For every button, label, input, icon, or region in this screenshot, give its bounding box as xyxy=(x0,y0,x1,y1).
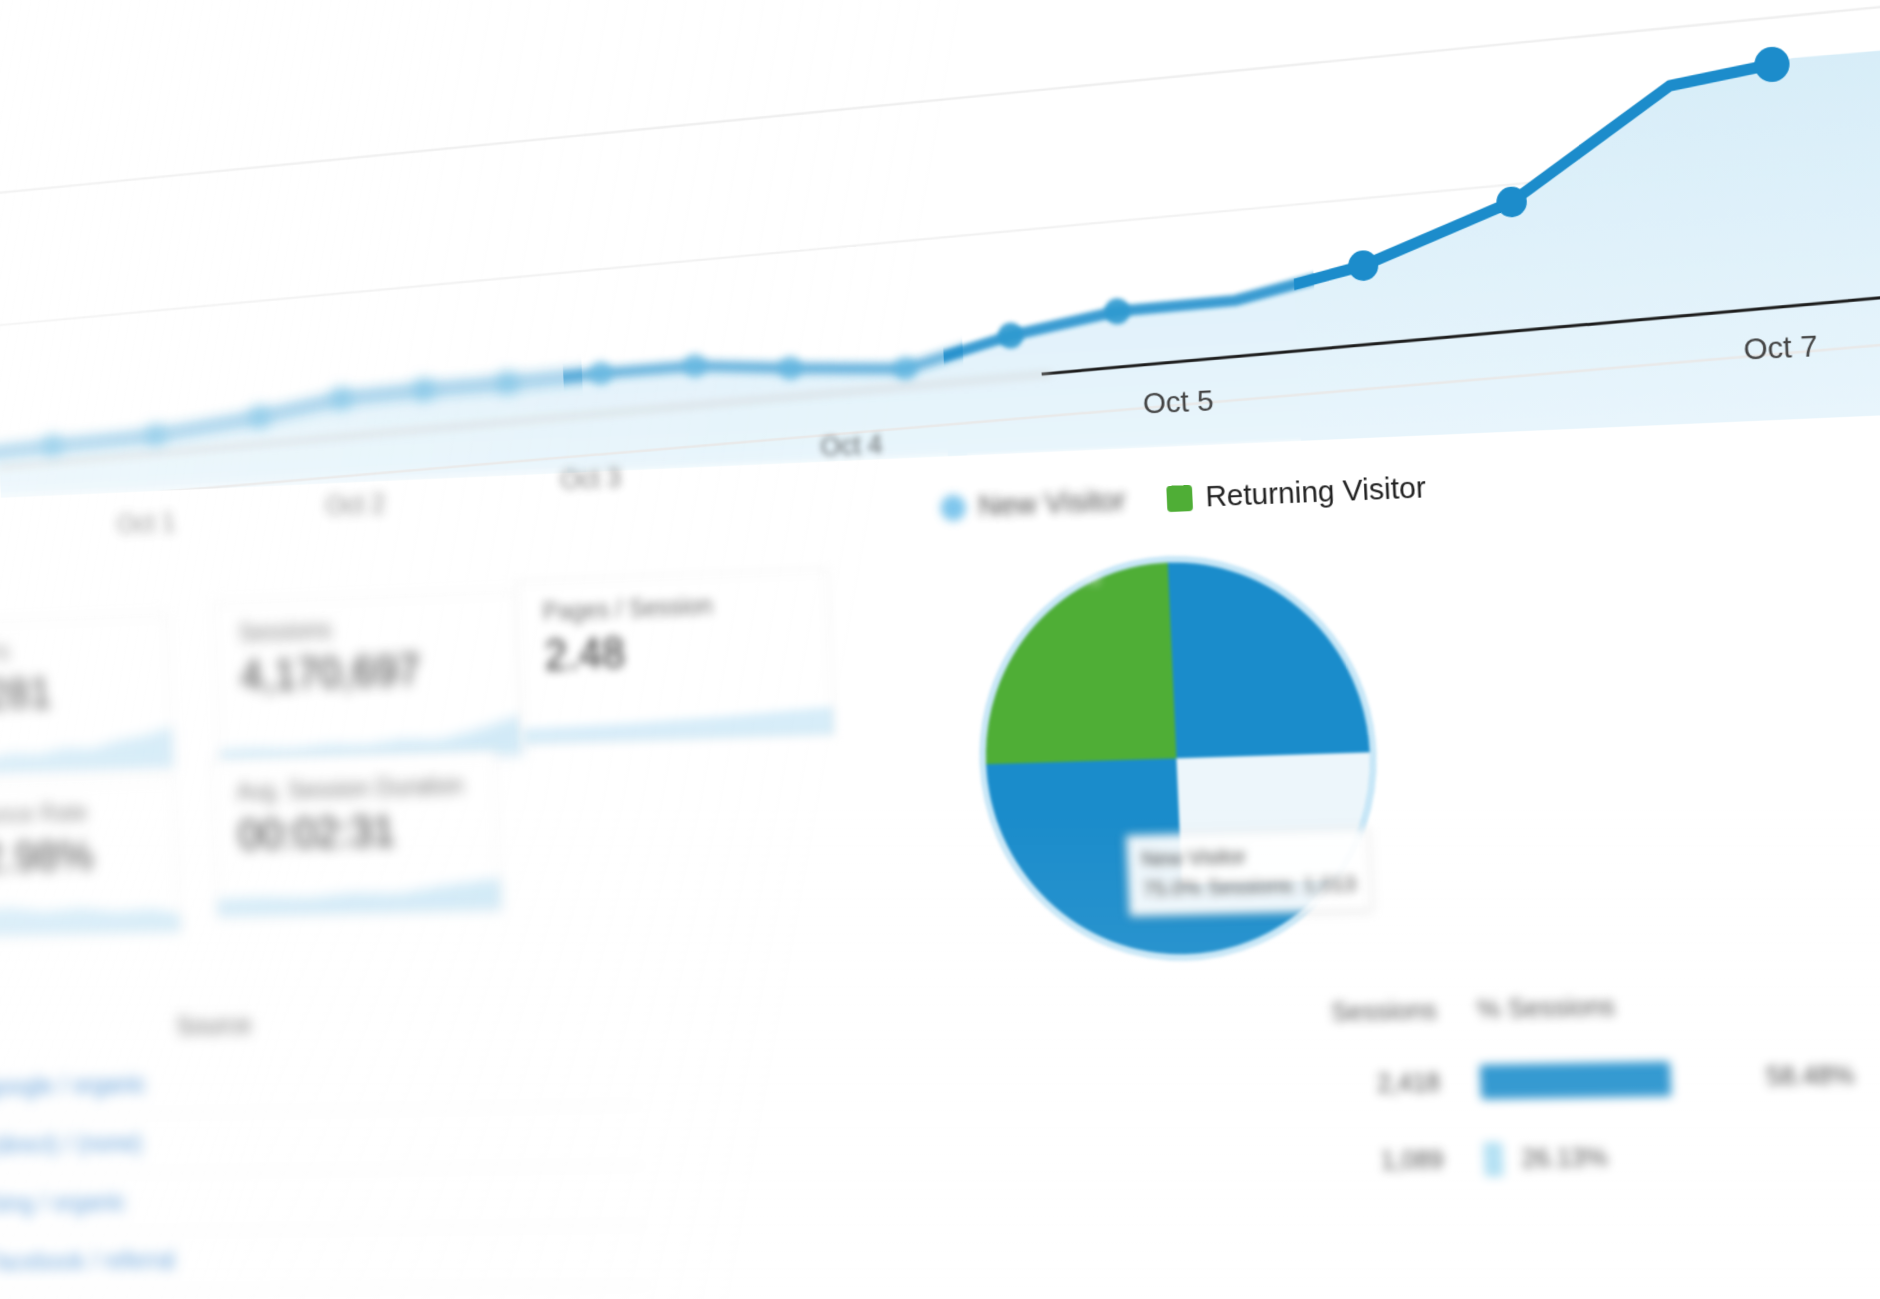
metric-card-avg-session-duration[interactable]: Avg. Session Duration 00:02:31 xyxy=(210,752,503,918)
table-row[interactable]: 2,418 58.48% xyxy=(1268,1035,1880,1124)
metric-card-bounce-rate[interactable]: Bounce Rate 42.98% xyxy=(0,777,182,939)
metric-label-bounce-rate: Bounce Rate xyxy=(0,798,88,830)
percent-value: 58.48% xyxy=(1765,1060,1855,1092)
metric-sparkline-pages xyxy=(522,706,835,745)
metric-label-pages-per-session: Pages / Session xyxy=(542,592,714,627)
pie-chart-legend: New Visitor Returning Visitor xyxy=(940,471,1427,525)
new-visitor-swatch-icon xyxy=(940,494,967,522)
source-table[interactable]: Source google / organic (direct) / (none… xyxy=(0,1001,652,1299)
source-table-header: Source xyxy=(175,1009,252,1041)
chart-area-fill xyxy=(0,41,1880,498)
source-name[interactable]: (direct) / (none) xyxy=(0,1129,143,1159)
percent-value: 26.13% xyxy=(1520,1142,1609,1173)
sessions-value: 2,418 xyxy=(1376,1068,1441,1098)
axis-tick-label-oct2: Oct 2 xyxy=(325,488,386,521)
metric-sparkline-duration xyxy=(216,878,502,917)
legend-label-new-visitor: New Visitor xyxy=(977,483,1127,523)
sessions-column-header[interactable]: Sessions xyxy=(1330,994,1438,1028)
metric-value-sessions: 4,170,697 xyxy=(239,646,422,701)
axis-tick-label-oct7: Oct 7 xyxy=(1742,329,1819,367)
sessions-area-chart-svg xyxy=(0,0,1880,498)
sessions-table-header-row: Sessions % Sessions xyxy=(1266,984,1880,1029)
tooltip-detail: 75.0% Sessions: 1,013 xyxy=(1142,872,1357,902)
percent-bar xyxy=(1479,1060,1726,1100)
metric-card-users[interactable]: Users 3,281 xyxy=(0,614,175,776)
percent-bar: 26.13% xyxy=(1483,1139,1729,1177)
pie-label-returning-percent: 25% xyxy=(1048,560,1101,593)
sessions-value: 1,089 xyxy=(1380,1145,1445,1175)
legend-item-new-visitor[interactable]: New Visitor xyxy=(940,484,1127,526)
source-name[interactable]: bing / organic xyxy=(0,1188,127,1217)
metric-value-pages-per-session: 2.48 xyxy=(543,628,626,680)
table-row[interactable]: facebook / referral xyxy=(0,1225,650,1293)
sessions-line-chart-panel: Oct 1 Oct 2 Oct 3 Oct 4 Oct 5 Oct 7 xyxy=(0,0,1880,539)
sessions-table[interactable]: Sessions % Sessions 2,418 58.48% 1,089 2… xyxy=(1266,984,1880,1299)
axis-tick-label-oct3: Oct 3 xyxy=(559,462,622,495)
pie-slice-returning-visitor[interactable] xyxy=(977,562,1177,765)
metric-label-sessions: Sessions xyxy=(238,616,333,648)
axis-tick-label-oct1: Oct 1 xyxy=(116,507,176,539)
metric-label-avg-session-duration: Avg. Session Duration xyxy=(235,771,464,806)
metric-label-users: Users xyxy=(0,638,11,668)
axis-tick-label-oct4: Oct 4 xyxy=(819,429,884,462)
table-row[interactable]: (direct) / (none) xyxy=(0,1105,645,1176)
metric-card-pages-per-session[interactable]: Pages / Session 2.48 xyxy=(516,568,836,746)
metric-card-sessions[interactable]: Sessions 4,170,697 xyxy=(212,590,524,765)
percent-bar-fill xyxy=(1479,1061,1672,1100)
pie-chart-tooltip: New Visitor 75.0% Sessions: 1,013 xyxy=(1125,828,1372,917)
source-name[interactable]: facebook / referral xyxy=(0,1246,176,1276)
table-row[interactable]: 1,089 26.13% xyxy=(1272,1114,1880,1201)
metric-sparkline-users xyxy=(0,726,174,775)
metric-sparkline-bounce xyxy=(0,902,181,938)
returning-visitor-swatch-icon xyxy=(1166,484,1194,513)
table-row[interactable]: bing / organic xyxy=(0,1165,648,1235)
data-point-markers xyxy=(41,45,1791,458)
metric-value-avg-session-duration: 00:02:31 xyxy=(237,806,397,860)
legend-label-returning-visitor: Returning Visitor xyxy=(1204,470,1427,514)
legend-item-returning-visitor[interactable]: Returning Visitor xyxy=(1166,470,1427,516)
axis-tick-label-oct5: Oct 5 xyxy=(1142,384,1215,421)
source-name[interactable]: google / organic xyxy=(0,1070,147,1101)
percent-sessions-column-header[interactable]: % Sessions xyxy=(1476,990,1616,1025)
percent-bar-fill xyxy=(1483,1141,1505,1177)
